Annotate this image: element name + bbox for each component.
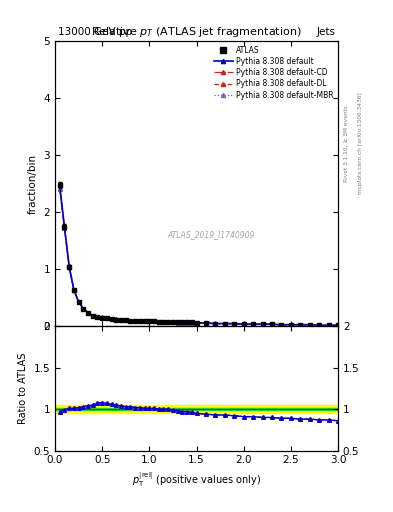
Y-axis label: Ratio to ATLAS: Ratio to ATLAS <box>18 353 28 424</box>
Text: 13000 GeV pp: 13000 GeV pp <box>58 27 132 37</box>
Text: Rivet 3.1.10, ≥ 3M events: Rivet 3.1.10, ≥ 3M events <box>344 105 349 182</box>
Y-axis label: fraction/bin: fraction/bin <box>28 154 38 214</box>
Legend: ATLAS, Pythia 8.308 default, Pythia 8.308 default-CD, Pythia 8.308 default-DL, P: ATLAS, Pythia 8.308 default, Pythia 8.30… <box>211 42 336 103</box>
Bar <box>55 405 338 413</box>
Text: ATLAS_2019_I1740909: ATLAS_2019_I1740909 <box>167 230 254 240</box>
Bar <box>55 409 338 410</box>
Text: mcplots.cern.ch [arXiv:1306.3436]: mcplots.cern.ch [arXiv:1306.3436] <box>358 93 363 194</box>
Title: Relative $p_T$ (ATLAS jet fragmentation): Relative $p_T$ (ATLAS jet fragmentation) <box>91 26 302 39</box>
X-axis label: $p_{\mathrm{T}}^{\mathrm{|rel|}}$ (positive values only): $p_{\mathrm{T}}^{\mathrm{|rel|}}$ (posit… <box>132 471 261 489</box>
Text: Jets: Jets <box>316 27 335 37</box>
